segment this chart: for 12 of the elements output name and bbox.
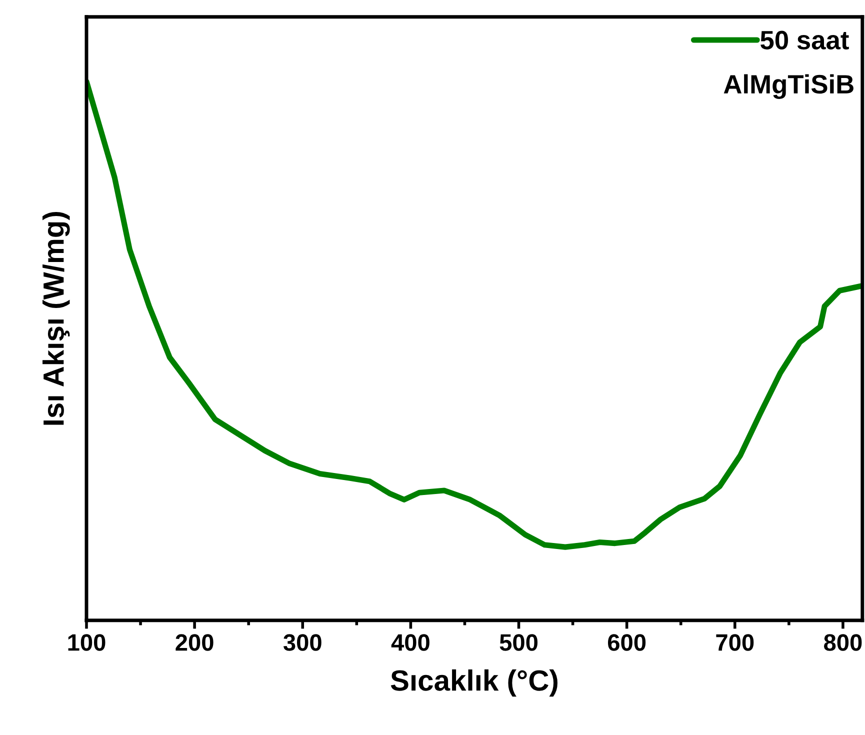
annotation: AlMgTiSiB xyxy=(724,74,854,99)
x-tick-label: 500 xyxy=(500,634,538,651)
legend-label: 50 saat xyxy=(760,30,849,50)
x-tick-label: 300 xyxy=(283,634,322,651)
x-tick-label: 800 xyxy=(824,634,862,651)
y-axis-title: Isı Akışı (W/mg) xyxy=(42,212,70,425)
x-tick-label: 200 xyxy=(176,634,214,651)
x-tick-label: 400 xyxy=(391,634,430,651)
x-axis-title: Sıcaklık (°C) xyxy=(390,669,558,697)
x-tick-label: 100 xyxy=(68,634,106,651)
x-tick-label: 700 xyxy=(716,634,754,651)
x-tick-label: 600 xyxy=(608,634,646,651)
